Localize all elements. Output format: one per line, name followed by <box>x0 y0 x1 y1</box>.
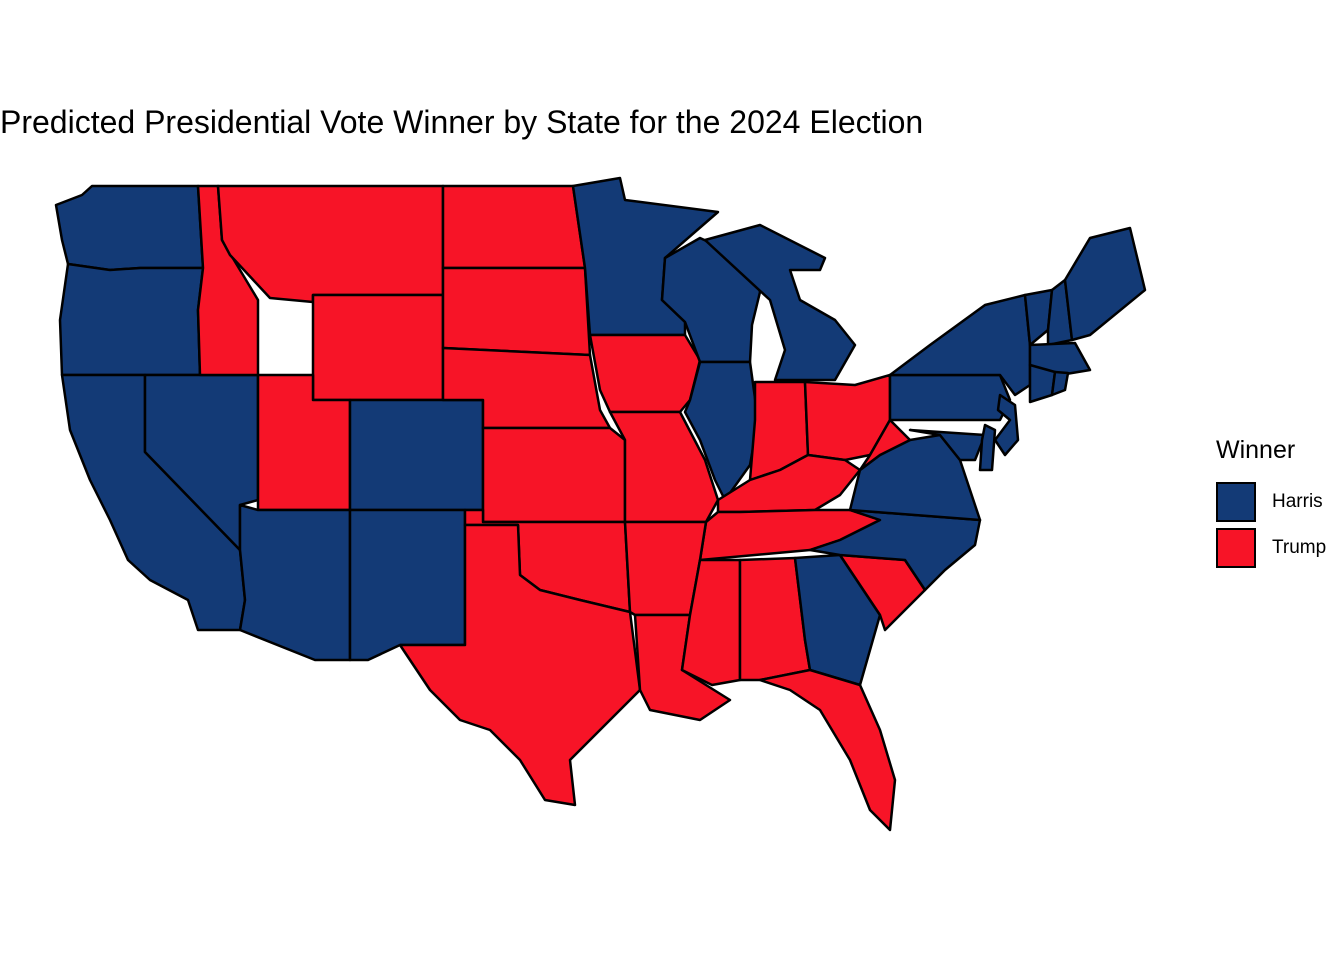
state-tx <box>398 523 642 807</box>
state-md <box>908 428 987 462</box>
legend-swatch-trump <box>1216 528 1256 568</box>
state-mi <box>703 223 857 382</box>
legend-swatch-harris <box>1216 482 1256 522</box>
state-ct <box>1028 363 1057 404</box>
legend-label-trump: Trump <box>1272 537 1327 558</box>
state-co <box>348 398 485 512</box>
state-ia <box>588 333 702 414</box>
state-fl <box>758 668 897 832</box>
state-ri <box>1050 370 1070 397</box>
state-pa <box>888 373 1012 422</box>
state-ma <box>1028 341 1092 377</box>
state-sd <box>441 266 592 357</box>
legend-title: Winner <box>1216 436 1296 464</box>
chart-title: Predicted Presidential Vote Winner by St… <box>0 104 924 140</box>
state-mo <box>608 410 720 524</box>
state-wa <box>54 184 205 272</box>
legend: Winner Harris Trump <box>1216 436 1326 571</box>
state-az <box>238 503 352 662</box>
state-mt <box>216 184 445 304</box>
state-nm <box>348 508 467 662</box>
state-nj <box>993 393 1020 457</box>
state-wv <box>858 418 912 472</box>
state-wy <box>311 293 445 402</box>
legend-label-harris: Harris <box>1272 491 1323 512</box>
state-de <box>978 423 997 472</box>
legend-item-harris: Harris <box>1216 479 1326 525</box>
state-ks <box>481 426 627 524</box>
state-or <box>58 262 205 377</box>
state-nd <box>441 184 587 270</box>
state-nc <box>808 508 982 592</box>
legend-item-trump: Trump <box>1216 525 1326 571</box>
state-me <box>1063 226 1147 342</box>
